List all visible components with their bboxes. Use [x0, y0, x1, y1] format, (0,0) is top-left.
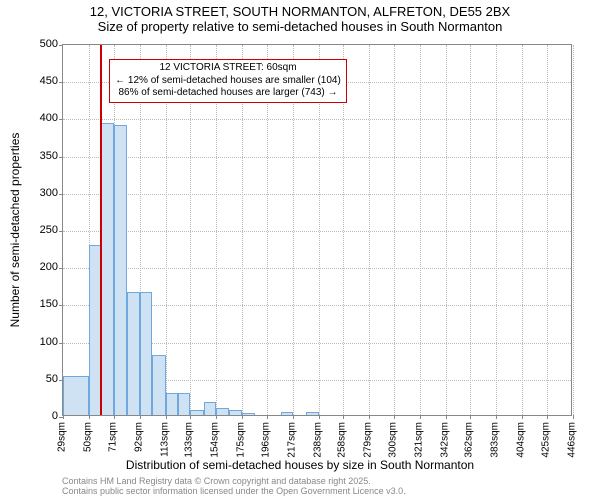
y-tick-label: 100 [18, 336, 58, 348]
x-tick-mark [267, 415, 268, 419]
y-tick-label: 350 [18, 150, 58, 162]
x-tick-label: 342sqm [439, 422, 450, 458]
credits-line-2: Contains public sector information licen… [62, 486, 406, 496]
credits: Contains HM Land Registry data © Crown c… [62, 476, 406, 497]
x-tick-mark [319, 415, 320, 419]
histogram-bar [140, 292, 152, 415]
x-tick-mark [573, 415, 574, 419]
x-tick-label: 425sqm [541, 422, 552, 458]
y-tick-label: 0 [18, 410, 58, 422]
x-tick-label: 154sqm [209, 422, 220, 458]
x-tick-label: 258sqm [337, 422, 348, 458]
x-tick-mark [89, 415, 90, 419]
grid-line-vertical [573, 45, 574, 415]
histogram-bar [127, 292, 140, 415]
title-line-1: 12, VICTORIA STREET, SOUTH NORMANTON, AL… [0, 4, 600, 19]
x-tick-label: 133sqm [184, 422, 195, 458]
y-tick-label: 300 [18, 187, 58, 199]
x-tick-label: 92sqm [134, 422, 145, 452]
histogram-bar [190, 410, 203, 415]
x-tick-mark [496, 415, 497, 419]
x-tick-mark [293, 415, 294, 419]
x-tick-label: 217sqm [286, 422, 297, 458]
histogram-bar [178, 393, 190, 415]
x-tick-mark [140, 415, 141, 419]
grid-line-vertical [522, 45, 523, 415]
grid-line-vertical [420, 45, 421, 415]
x-tick-label: 29sqm [57, 422, 68, 452]
x-tick-mark [242, 415, 243, 419]
histogram-bar [101, 123, 114, 415]
x-tick-mark [394, 415, 395, 419]
title-block: 12, VICTORIA STREET, SOUTH NORMANTON, AL… [0, 0, 600, 34]
x-tick-label: 113sqm [159, 422, 170, 457]
histogram-bar [216, 408, 229, 415]
x-tick-mark [470, 415, 471, 419]
histogram-bar [63, 376, 89, 415]
x-tick-label: 404sqm [515, 422, 526, 458]
x-tick-label: 175sqm [235, 422, 246, 458]
grid-line-vertical [496, 45, 497, 415]
x-tick-label: 196sqm [261, 422, 272, 458]
histogram-bar [166, 393, 178, 415]
x-tick-label: 362sqm [464, 422, 475, 458]
grid-line-vertical [369, 45, 370, 415]
x-tick-label: 50sqm [82, 422, 93, 452]
x-tick-mark [420, 415, 421, 419]
annotation-line: ← 12% of semi-detached houses are smalle… [114, 75, 342, 88]
property-marker-line [100, 45, 102, 415]
y-tick-mark [59, 45, 63, 46]
credits-line-1: Contains HM Land Registry data © Crown c… [62, 476, 406, 486]
grid-line-vertical [394, 45, 395, 415]
x-tick-label: 238sqm [312, 422, 323, 458]
y-tick-label: 450 [18, 75, 58, 87]
x-tick-label: 71sqm [108, 422, 119, 452]
histogram-bar [306, 412, 318, 415]
y-tick-label: 200 [18, 261, 58, 273]
x-tick-mark [190, 415, 191, 419]
histogram-bar [152, 355, 165, 415]
histogram-bar [229, 410, 241, 415]
x-tick-mark [522, 415, 523, 419]
annotation-line: 86% of semi-detached houses are larger (… [114, 87, 342, 100]
x-tick-label: 321sqm [414, 422, 425, 458]
x-tick-label: 279sqm [362, 422, 373, 458]
histogram-bar [204, 402, 216, 415]
y-tick-label: 150 [18, 298, 58, 310]
x-tick-mark [547, 415, 548, 419]
x-tick-mark [216, 415, 217, 419]
histogram-bar [281, 412, 293, 415]
x-tick-mark [343, 415, 344, 419]
x-axis-label: Distribution of semi-detached houses by … [0, 458, 600, 472]
grid-line-vertical [446, 45, 447, 415]
x-tick-mark [446, 415, 447, 419]
y-tick-label: 400 [18, 112, 58, 124]
y-tick-label: 250 [18, 224, 58, 236]
plot-area: 12 VICTORIA STREET: 60sqm← 12% of semi-d… [62, 44, 572, 416]
y-tick-label: 50 [18, 373, 58, 385]
x-tick-mark [166, 415, 167, 419]
histogram-bar [242, 413, 255, 415]
x-tick-mark [114, 415, 115, 419]
grid-line-vertical [470, 45, 471, 415]
annotation-line: 12 VICTORIA STREET: 60sqm [114, 62, 342, 75]
annotation-box: 12 VICTORIA STREET: 60sqm← 12% of semi-d… [109, 59, 347, 103]
x-tick-mark [369, 415, 370, 419]
title-line-2: Size of property relative to semi-detach… [0, 19, 600, 34]
x-tick-label: 383sqm [489, 422, 500, 458]
histogram-bar [114, 125, 126, 415]
x-tick-label: 300sqm [388, 422, 399, 458]
x-tick-label: 446sqm [567, 422, 578, 458]
y-tick-label: 500 [18, 38, 58, 50]
grid-line-vertical [547, 45, 548, 415]
x-tick-mark [63, 415, 64, 419]
